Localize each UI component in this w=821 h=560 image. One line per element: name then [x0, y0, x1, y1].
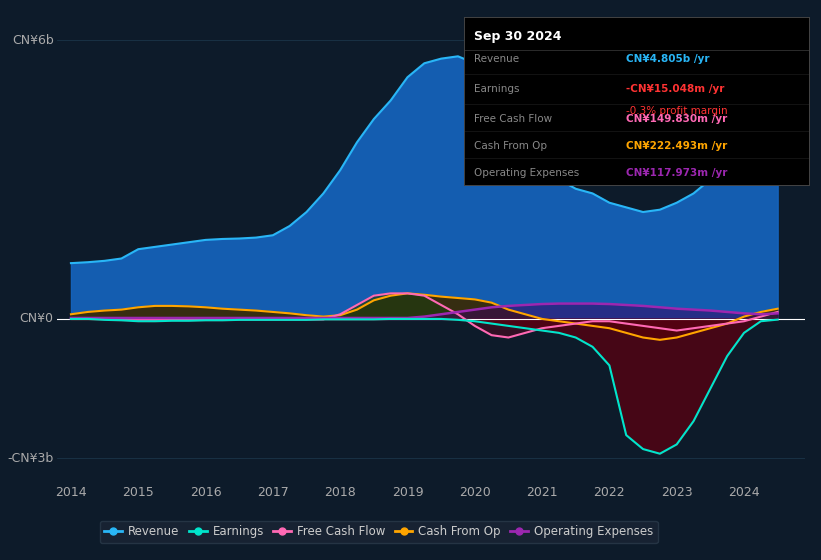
- Text: Revenue: Revenue: [475, 54, 520, 64]
- Text: CN¥6b: CN¥6b: [12, 34, 53, 46]
- Text: CN¥222.493m /yr: CN¥222.493m /yr: [626, 141, 727, 151]
- Text: CN¥0: CN¥0: [20, 312, 53, 325]
- Text: CN¥4.805b /yr: CN¥4.805b /yr: [626, 54, 709, 64]
- Text: -CN¥3b: -CN¥3b: [7, 452, 53, 465]
- Text: -0.3% profit margin: -0.3% profit margin: [626, 106, 727, 116]
- Text: CN¥149.830m /yr: CN¥149.830m /yr: [626, 114, 727, 124]
- Text: CN¥117.973m /yr: CN¥117.973m /yr: [626, 168, 727, 178]
- Legend: Revenue, Earnings, Free Cash Flow, Cash From Op, Operating Expenses: Revenue, Earnings, Free Cash Flow, Cash …: [99, 521, 658, 543]
- Text: Cash From Op: Cash From Op: [475, 141, 548, 151]
- Text: -CN¥15.048m /yr: -CN¥15.048m /yr: [626, 84, 724, 94]
- Text: Sep 30 2024: Sep 30 2024: [475, 30, 562, 43]
- Text: Free Cash Flow: Free Cash Flow: [475, 114, 553, 124]
- Text: Operating Expenses: Operating Expenses: [475, 168, 580, 178]
- Text: Earnings: Earnings: [475, 84, 520, 94]
